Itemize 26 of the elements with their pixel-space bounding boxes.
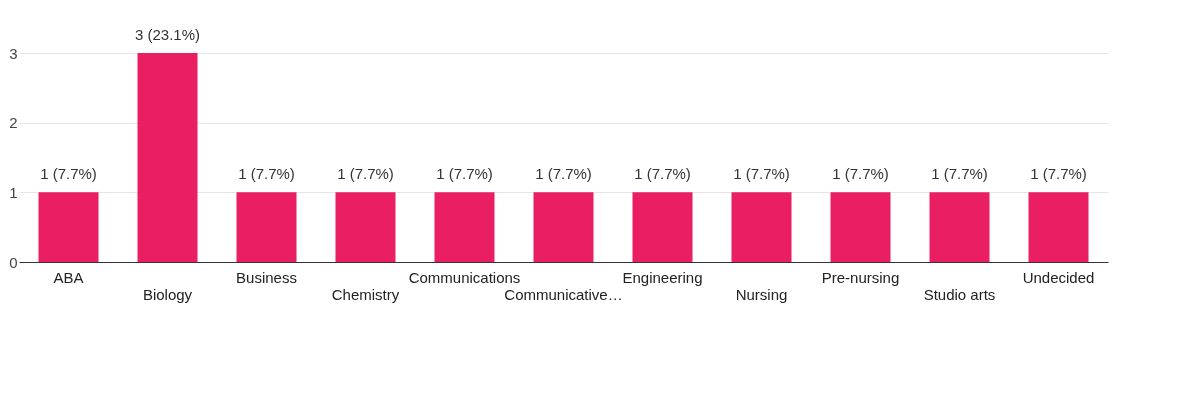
x-tick-label: Pre-nursing	[821, 268, 900, 286]
y-tick-label: 3	[9, 44, 18, 62]
data-label: 1 (7.7%)	[535, 165, 592, 183]
y-tick-label: 2	[9, 114, 18, 132]
data-label: 1 (7.7%)	[733, 165, 790, 183]
data-label: 1 (7.7%)	[40, 165, 97, 183]
data-label: 1 (7.7%)	[436, 165, 493, 183]
y-tick-label: 0	[9, 253, 18, 271]
x-tick-label: Nursing	[735, 285, 788, 303]
y-tick-label: 1	[9, 183, 18, 201]
x-tick-label: Business	[236, 268, 297, 286]
x-tick-label: Studio arts	[923, 285, 996, 303]
x-tick-label: Chemistry	[331, 285, 400, 303]
data-label: 3 (23.1%)	[134, 26, 201, 43]
data-label: 1 (7.7%)	[1030, 165, 1087, 183]
data-label: 1 (7.7%)	[832, 165, 889, 183]
data-label: 1 (7.7%)	[238, 165, 295, 183]
x-tick-label: ABA	[53, 268, 84, 286]
x-tick-label: Engineering	[622, 268, 703, 286]
x-tick-label: Undecided	[1022, 268, 1095, 286]
x-tick-label: Communications	[408, 268, 521, 286]
x-tick-label: Biology	[142, 285, 193, 303]
data-label: 1 (7.7%)	[337, 165, 394, 183]
data-label: 1 (7.7%)	[931, 165, 988, 183]
data-label: 1 (7.7%)	[634, 165, 691, 183]
x-tick-label: Communicative…	[504, 285, 623, 303]
